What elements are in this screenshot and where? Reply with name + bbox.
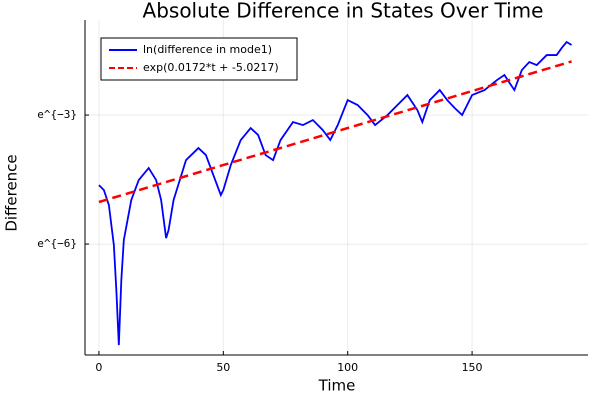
x-tick-label: 150 bbox=[462, 361, 483, 374]
legend-label: exp(0.0172*t + -5.0217) bbox=[143, 61, 279, 74]
x-tick-label: 0 bbox=[95, 361, 102, 374]
chart-title: Absolute Difference in States Over Time bbox=[143, 0, 544, 23]
y-axis-label: Difference bbox=[3, 154, 21, 231]
legend-label: ln(difference in mode1) bbox=[143, 43, 272, 56]
legend-box bbox=[100, 37, 298, 81]
y-tick-label: e^{−3} bbox=[37, 108, 77, 121]
x-axis-label: Time bbox=[318, 377, 356, 395]
x-tick-label: 50 bbox=[216, 361, 230, 374]
y-tick-label: e^{−6} bbox=[37, 237, 77, 250]
series-line bbox=[98, 40, 573, 346]
series-line bbox=[98, 60, 572, 204]
x-tick-label: 100 bbox=[337, 361, 358, 374]
